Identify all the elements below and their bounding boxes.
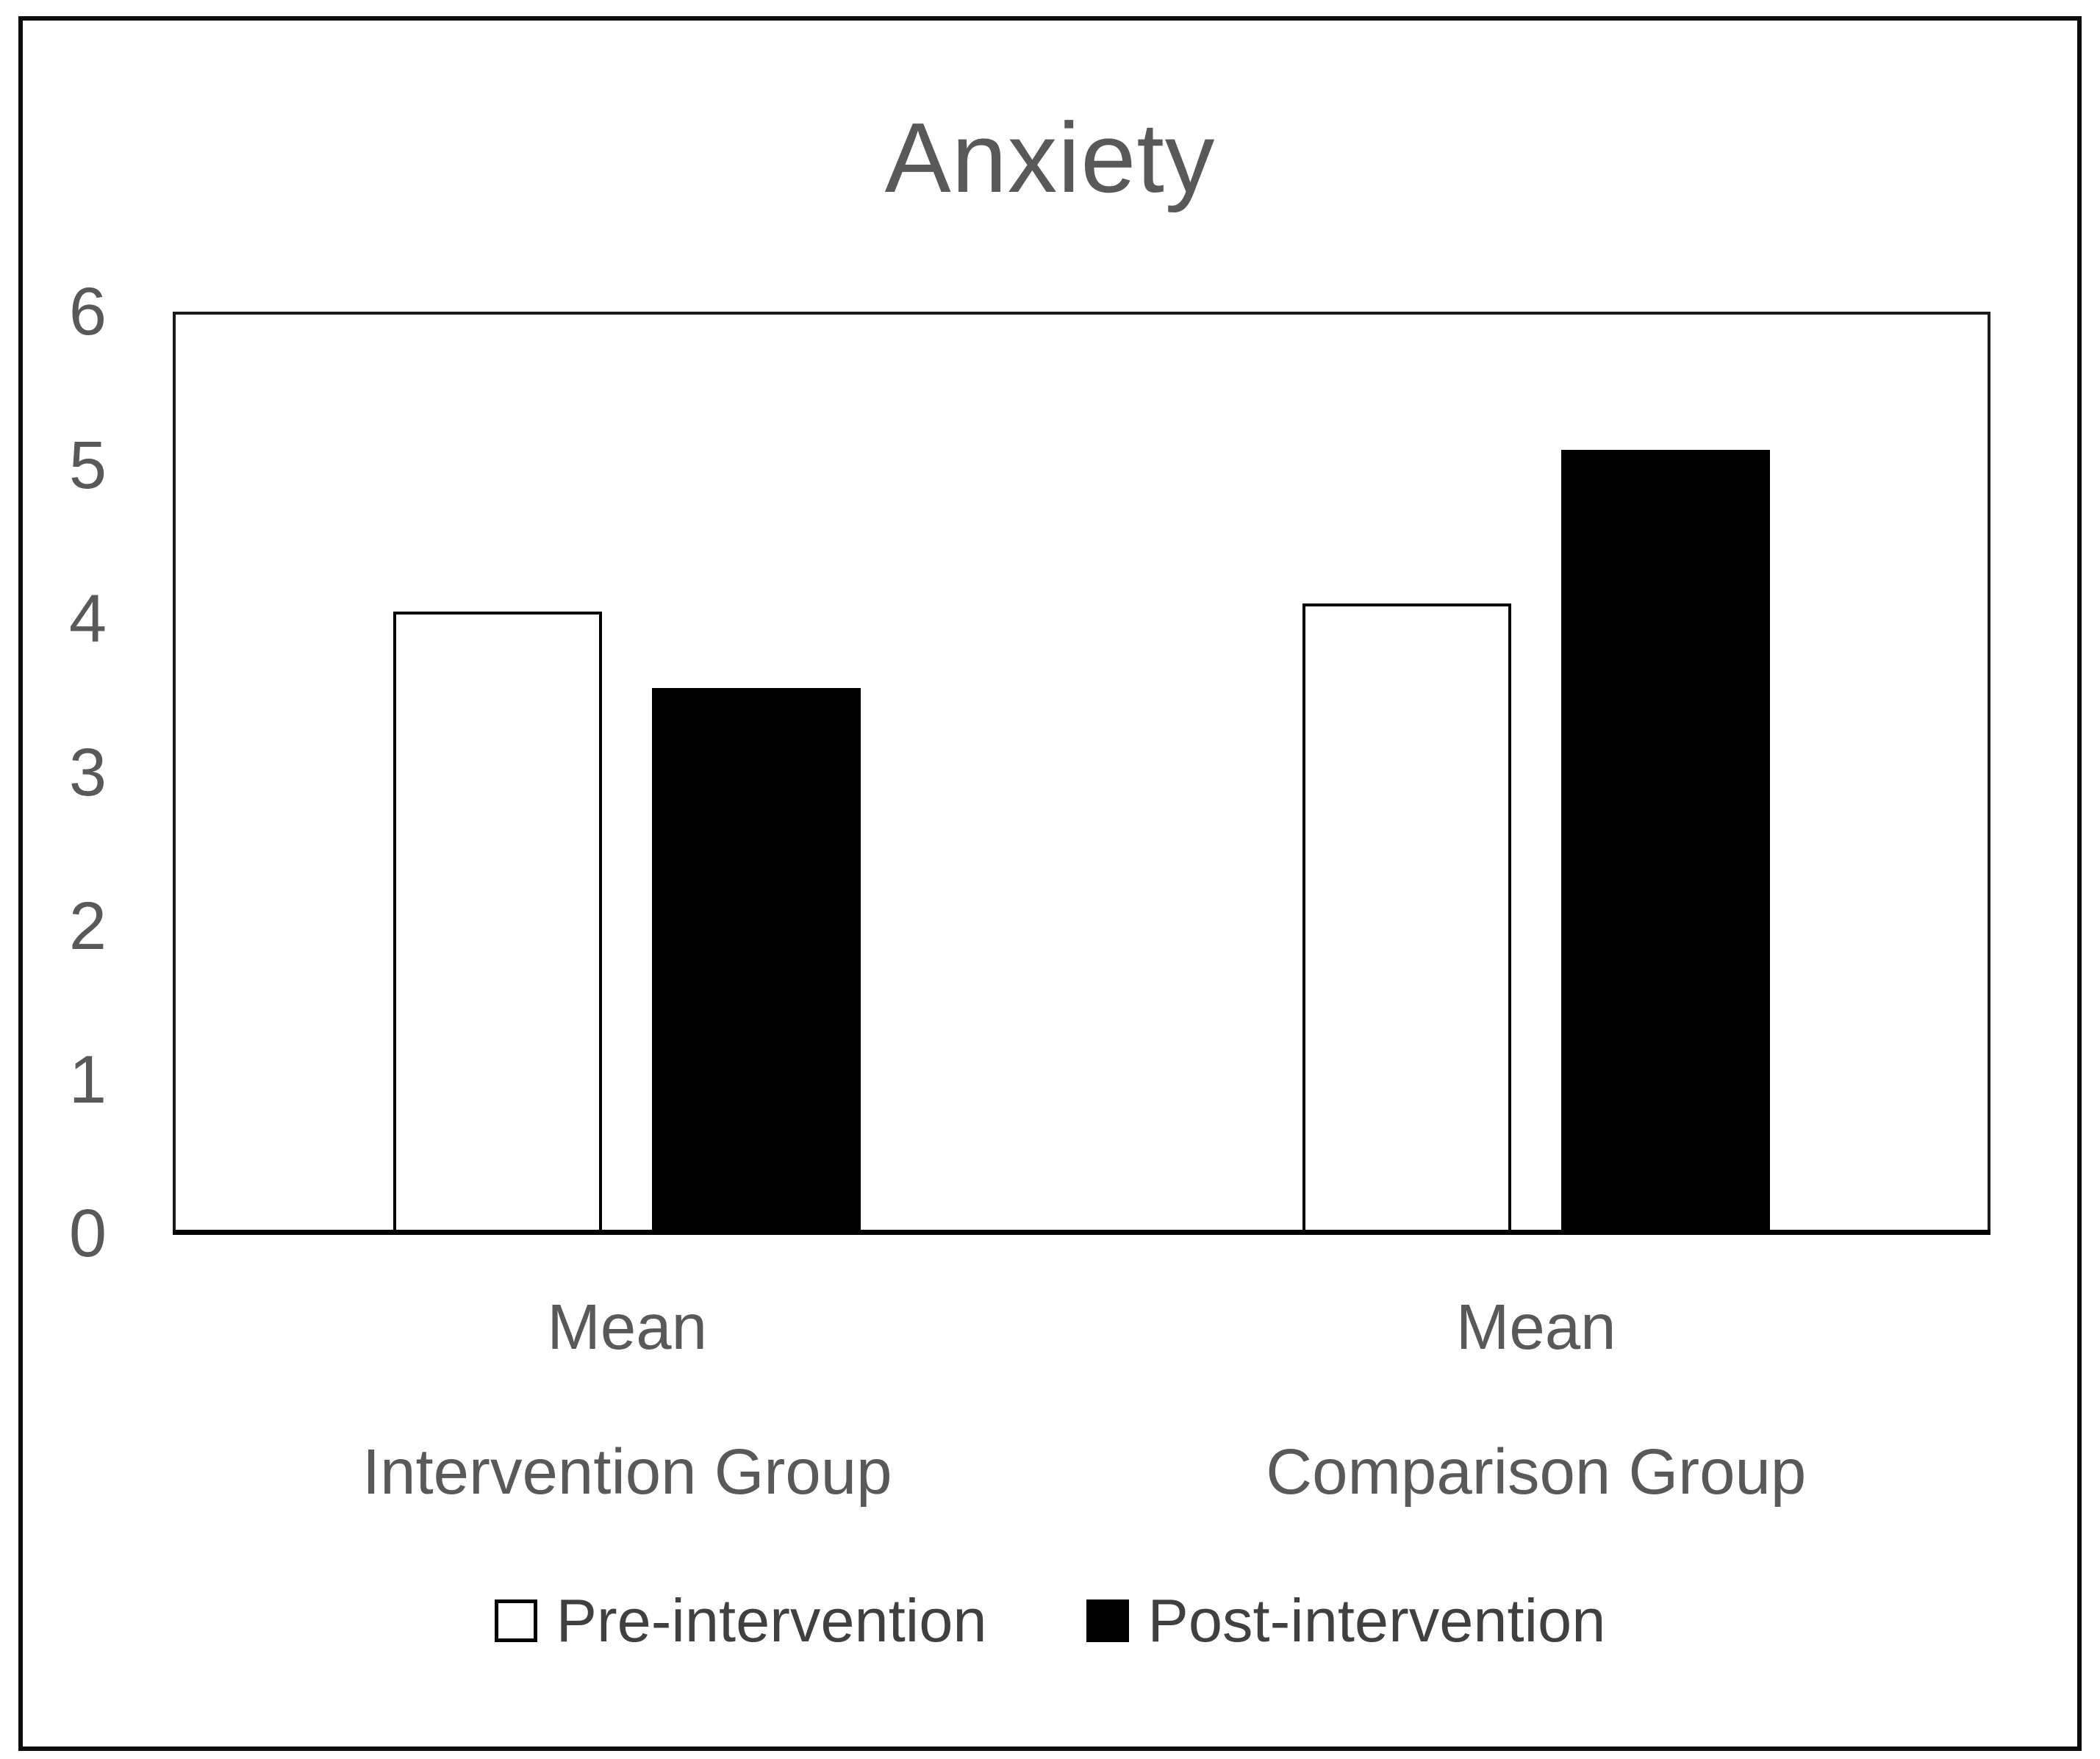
legend-item-post-intervention: Post-intervention <box>1086 1584 1606 1658</box>
category-label-comparison: Comparison Group <box>1266 1436 1807 1508</box>
bar-intervention-post <box>652 688 861 1233</box>
category-label-intervention: Intervention Group <box>362 1436 892 1508</box>
legend-marker-pre-intervention-swatch <box>494 1599 537 1642</box>
legend-label-pre-intervention: Pre-intervention <box>556 1586 987 1655</box>
legend-marker-post-intervention-swatch <box>1086 1599 1129 1642</box>
y-tick-label-3: 3 <box>68 735 107 810</box>
y-tick-label-4: 4 <box>68 581 107 656</box>
y-tick-label-2: 2 <box>68 889 107 964</box>
category-sublabel-mean-comparison: Mean <box>1455 1292 1616 1363</box>
bar-comparison-post <box>1560 450 1770 1233</box>
category-sublabel-mean-intervention: Mean <box>547 1292 708 1363</box>
bar-intervention-pre <box>393 611 603 1233</box>
y-tick-label-5: 5 <box>68 428 107 503</box>
chart-title: Anxiety <box>884 102 1216 213</box>
x-axis-line <box>173 1230 1990 1235</box>
legend-item-pre-intervention: Pre-intervention <box>494 1584 987 1658</box>
y-tick-label-6: 6 <box>68 274 107 349</box>
bar-comparison-pre <box>1302 603 1511 1233</box>
legend-label-post-intervention: Post-intervention <box>1147 1586 1606 1655</box>
y-tick-label-0: 0 <box>68 1196 107 1271</box>
legend: Pre-intervention Post-intervention <box>0 1577 2100 1665</box>
y-tick-label-1: 1 <box>68 1042 107 1117</box>
